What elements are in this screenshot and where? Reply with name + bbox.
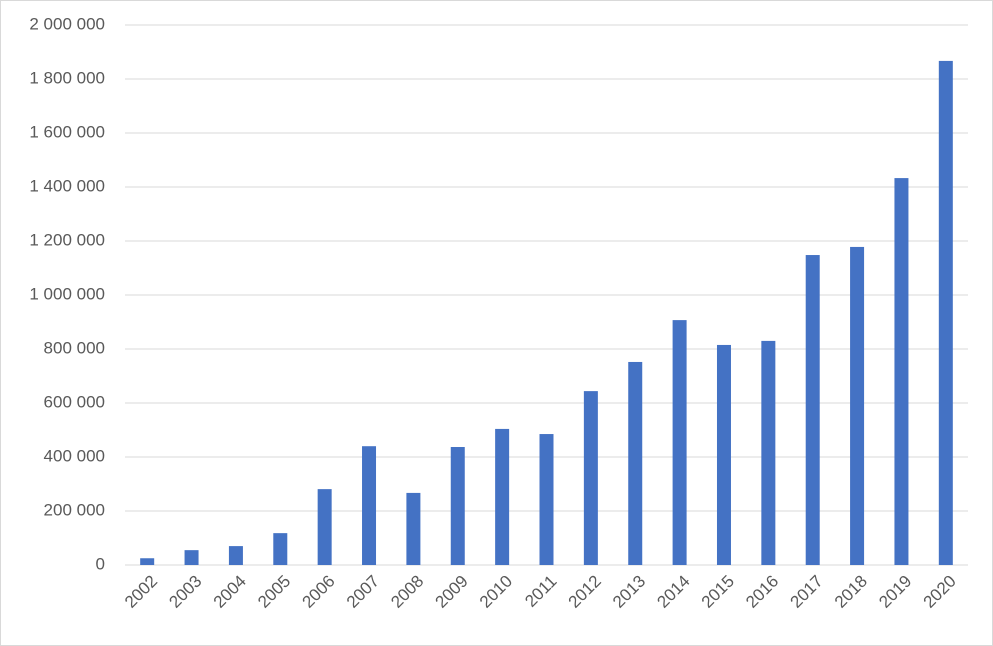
- y-tick-label: 1 600 000: [29, 122, 105, 141]
- y-tick-label: 400 000: [44, 446, 105, 465]
- bar: [850, 246, 865, 565]
- bar: [583, 391, 598, 565]
- bar: [805, 255, 820, 566]
- bar: [716, 344, 731, 565]
- bar: [450, 447, 465, 565]
- y-tick-label: 800 000: [44, 338, 105, 357]
- y-tick-label: 0: [96, 554, 105, 573]
- bar: [761, 340, 776, 565]
- bar: [406, 492, 421, 565]
- y-tick-label: 1 000 000: [29, 284, 105, 303]
- y-tick-label: 2 000 000: [29, 14, 105, 33]
- bar: [894, 178, 909, 565]
- bar: [228, 546, 243, 565]
- bar: [495, 428, 510, 565]
- y-tick-label: 1 200 000: [29, 230, 105, 249]
- bar: [539, 434, 554, 565]
- bar: [628, 361, 643, 565]
- y-tick-label: 600 000: [44, 392, 105, 411]
- y-tick-label: 200 000: [44, 500, 105, 519]
- bar: [672, 320, 687, 565]
- y-tick-label: 1 800 000: [29, 68, 105, 87]
- bar: [938, 60, 953, 565]
- bar: [362, 446, 377, 565]
- bar: [273, 533, 288, 565]
- bar: [140, 558, 155, 565]
- y-tick-label: 1 400 000: [29, 176, 105, 195]
- bar: [184, 550, 199, 565]
- bar: [317, 489, 332, 565]
